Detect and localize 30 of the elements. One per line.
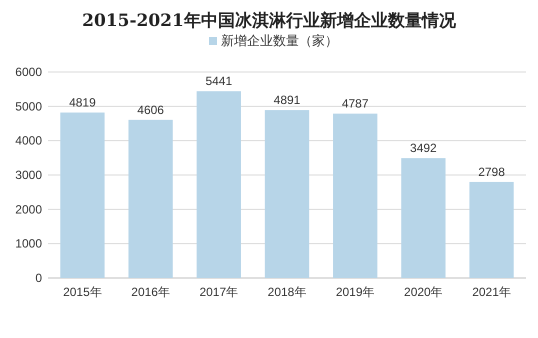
y-tick-label: 0 — [35, 271, 42, 285]
data-label: 4787 — [342, 96, 369, 111]
x-tick-label: 2018年 — [268, 285, 306, 299]
x-tick-label: 2020年 — [404, 285, 443, 299]
bar — [264, 110, 310, 278]
data-label: 4819 — [69, 96, 96, 110]
data-label: 4606 — [137, 102, 164, 117]
bar — [401, 158, 446, 278]
x-tick-label: 2016年 — [131, 285, 170, 299]
data-label: 5441 — [205, 74, 232, 88]
bar — [469, 182, 514, 278]
data-label: 4891 — [274, 93, 301, 108]
bar — [128, 120, 173, 278]
data-label: 3492 — [410, 141, 438, 156]
y-tick-label: 1000 — [15, 236, 42, 251]
y-tick-label: 5000 — [15, 99, 42, 114]
bar — [60, 112, 105, 278]
bar — [333, 114, 378, 278]
chart-title: 2015-2021年中国冰淇淋行业新增企业数量情况 — [82, 11, 457, 31]
x-tick-label: 2017年 — [199, 285, 238, 299]
y-tick-label: 2000 — [15, 202, 42, 216]
legend-label: 新增企业数量（家） — [221, 33, 338, 48]
y-tick-label: 6000 — [15, 65, 42, 79]
y-tick-label: 3000 — [15, 168, 42, 182]
x-tick-label: 2015年 — [63, 285, 102, 299]
x-tick-label: 2021年 — [472, 285, 511, 299]
bar — [196, 91, 241, 278]
y-tick-label: 4000 — [15, 134, 42, 148]
x-tick-label: 2019年 — [336, 285, 375, 299]
data-label: 2798 — [478, 164, 506, 179]
